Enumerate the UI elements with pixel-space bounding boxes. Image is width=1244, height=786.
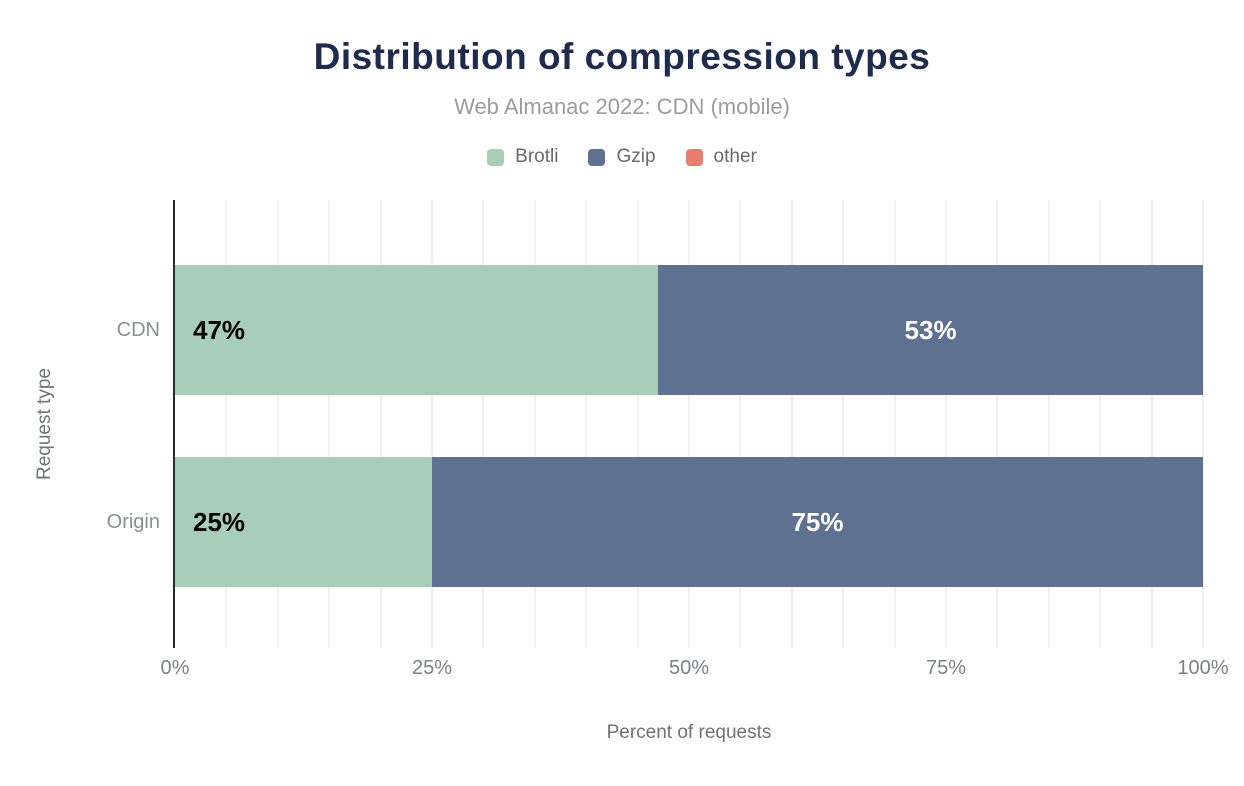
legend-swatch-gzip xyxy=(588,148,606,166)
legend-item-other[interactable]: other xyxy=(685,146,757,168)
legend-swatch-other xyxy=(685,148,703,166)
legend-item-brotli[interactable]: Brotli xyxy=(487,146,558,168)
gridline xyxy=(533,200,536,648)
bar-segment-brotli-origin[interactable]: 25% xyxy=(175,457,432,587)
plot-area: 47% 53% 25% 75% xyxy=(173,200,1204,648)
gridline xyxy=(225,200,228,648)
legend-swatch-brotli xyxy=(487,148,505,166)
category-label-cdn: CDN xyxy=(116,318,160,341)
legend-label: Gzip xyxy=(616,146,656,167)
bar-cdn: 47% 53% xyxy=(175,265,1203,395)
x-tick-label-50: 50% xyxy=(668,657,710,679)
x-tick-label-0: 0% xyxy=(160,657,190,679)
data-label: 47% xyxy=(193,314,246,345)
legend: Brotli Gzip other xyxy=(0,146,1244,168)
gridline xyxy=(842,200,845,648)
gridline xyxy=(328,200,331,648)
gridline xyxy=(482,200,485,648)
data-label: 25% xyxy=(193,506,246,537)
x-tick-label-25: 25% xyxy=(411,657,453,679)
chart-subtitle: Web Almanac 2022: CDN (mobile) xyxy=(454,94,790,119)
data-label: 75% xyxy=(791,506,844,537)
y-axis-line xyxy=(173,200,175,648)
bar-origin: 25% 75% xyxy=(175,457,1203,587)
legend-item-gzip[interactable]: Gzip xyxy=(588,146,656,168)
gridline xyxy=(688,200,690,648)
gridline xyxy=(636,200,639,648)
gridline xyxy=(1047,200,1050,648)
gridline xyxy=(996,200,999,648)
gridline xyxy=(379,200,382,648)
category-label-origin: Origin xyxy=(106,510,160,533)
gridline xyxy=(1099,200,1102,648)
gridline xyxy=(276,200,279,648)
gridline xyxy=(739,200,742,648)
data-label: 53% xyxy=(904,314,957,345)
x-tick-label-75: 75% xyxy=(925,657,967,679)
x-tick-label-100: 100% xyxy=(1177,657,1229,679)
bar-segment-gzip-origin[interactable]: 75% xyxy=(432,457,1203,587)
bar-segment-gzip-cdn[interactable]: 53% xyxy=(658,265,1203,395)
bar-segment-brotli-cdn[interactable]: 47% xyxy=(175,265,659,395)
gridline xyxy=(1202,200,1204,648)
gridline xyxy=(1150,200,1153,648)
gridline xyxy=(585,200,588,648)
x-axis-title: Percent of requests xyxy=(606,722,772,743)
gridline xyxy=(893,200,896,648)
chart-title: Distribution of compression types xyxy=(313,36,931,77)
legend-label: Brotli xyxy=(515,146,559,167)
gridline xyxy=(945,200,947,648)
gridline xyxy=(790,200,793,648)
legend-label: other xyxy=(713,146,757,167)
gridline xyxy=(431,200,433,648)
